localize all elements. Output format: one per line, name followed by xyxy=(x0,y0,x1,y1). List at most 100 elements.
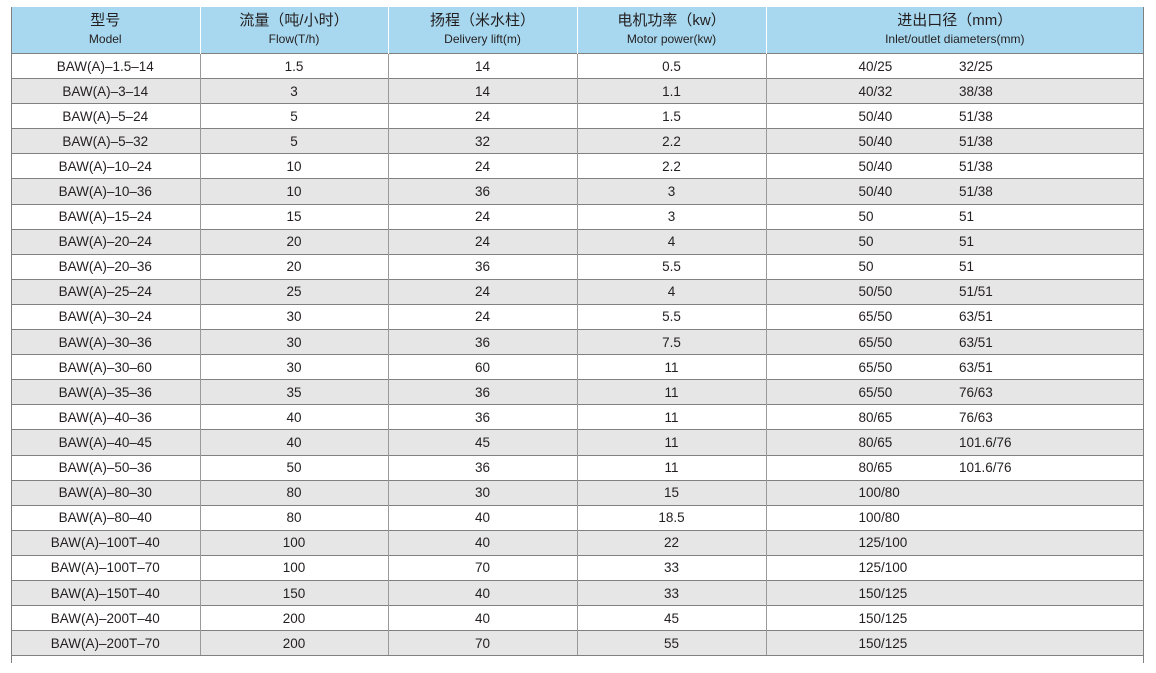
cell-power: 11 xyxy=(576,354,766,380)
cell-model: BAW(A)–40–36 xyxy=(11,404,200,430)
cell-flow: 200 xyxy=(199,630,388,657)
cell-inlet: 150/125 xyxy=(765,605,959,631)
cell-power: 3 xyxy=(576,203,766,230)
cell-flow: 80 xyxy=(199,479,388,506)
cell-power: 33 xyxy=(576,554,766,581)
table-row: BAW(A)–40–45 40 45 11 80/65 101.6/76 xyxy=(11,429,1144,455)
table-row: BAW(A)–1.5–14 1.5 14 0.5 40/25 32/25 xyxy=(11,52,1144,79)
table-row: BAW(A)–100T–40 100 40 22 125/100 xyxy=(11,529,1144,556)
table-row: BAW(A)–40–36 40 36 11 80/65 76/63 xyxy=(11,404,1144,430)
cell-model: BAW(A)–10–24 xyxy=(11,153,200,179)
cell-outlet: 51 xyxy=(959,203,1144,230)
cell-power: 18.5 xyxy=(576,504,766,531)
cell-flow: 40 xyxy=(199,429,388,455)
table-row: BAW(A)–150T–40 150 40 33 150/125 xyxy=(11,579,1144,606)
cell-power: 7.5 xyxy=(576,329,766,355)
cell-outlet: 51/38 xyxy=(959,178,1144,205)
cell-power: 15 xyxy=(576,479,766,506)
cell-lift: 24 xyxy=(387,103,577,129)
cell-lift: 36 xyxy=(387,329,577,355)
cell-lift: 36 xyxy=(387,454,577,481)
cell-outlet xyxy=(959,630,1144,657)
cell-flow: 3 xyxy=(199,78,388,104)
cell-lift: 36 xyxy=(387,379,577,405)
cell-outlet: 101.6/76 xyxy=(959,454,1144,481)
header-model: 型号 Model xyxy=(11,7,200,54)
cell-inlet: 125/100 xyxy=(765,529,959,556)
cell-flow: 80 xyxy=(199,504,388,531)
cell-power: 0.5 xyxy=(576,52,766,79)
table-row: BAW(A)–15–24 15 24 3 50 51 xyxy=(11,203,1144,230)
cell-model: BAW(A)–40–45 xyxy=(11,429,200,455)
cell-lift: 40 xyxy=(387,504,577,531)
cell-lift: 36 xyxy=(387,404,577,430)
cell-inlet: 40/32 xyxy=(765,78,959,104)
cell-inlet: 65/50 xyxy=(765,354,959,380)
cell-lift: 40 xyxy=(387,579,577,606)
cell-model: BAW(A)–35–36 xyxy=(11,379,200,405)
cell-power: 4 xyxy=(576,228,766,255)
cell-model: BAW(A)–25–24 xyxy=(11,278,200,305)
cell-outlet: 51 xyxy=(959,228,1144,255)
cell-power: 55 xyxy=(576,630,766,657)
cell-model: BAW(A)–50–36 xyxy=(11,454,200,481)
table-row: BAW(A)–30–36 30 36 7.5 65/50 63/51 xyxy=(11,329,1144,355)
cell-inlet: 50/40 xyxy=(765,103,959,129)
cell-lift: 70 xyxy=(387,630,577,657)
header-row: 型号 Model 流量（吨/小时） Flow(T/h) 扬程（米水柱） Deliver… xyxy=(11,7,1144,54)
cell-flow: 35 xyxy=(199,379,388,405)
table-row: BAW(A)–200T–70 200 70 55 150/125 xyxy=(11,630,1144,657)
table-row: BAW(A)–5–32 5 32 2.2 50/40 51/38 xyxy=(11,128,1144,154)
cell-inlet: 80/65 xyxy=(765,404,959,430)
cell-lift: 60 xyxy=(387,354,577,380)
cell-power: 33 xyxy=(576,579,766,606)
cell-outlet: 51/38 xyxy=(959,153,1144,179)
cell-power: 3 xyxy=(576,178,766,205)
table-row: BAW(A)–80–40 80 40 18.5 100/80 xyxy=(11,504,1144,531)
cell-model: BAW(A)–5–32 xyxy=(11,128,200,154)
cell-model: BAW(A)–30–24 xyxy=(11,303,200,330)
cell-lift: 24 xyxy=(387,228,577,255)
cell-power: 22 xyxy=(576,529,766,556)
cell-outlet: 63/51 xyxy=(959,303,1144,330)
cell-outlet: 51 xyxy=(959,253,1144,280)
cell-model: BAW(A)–1.5–14 xyxy=(11,52,200,79)
cell-flow: 100 xyxy=(199,554,388,581)
cell-outlet xyxy=(959,504,1144,531)
cell-inlet: 50/40 xyxy=(765,178,959,205)
cell-inlet: 80/65 xyxy=(765,429,959,455)
cell-flow: 200 xyxy=(199,605,388,631)
table-row: BAW(A)–5–24 5 24 1.5 50/40 51/38 xyxy=(11,103,1144,129)
cell-model: BAW(A)–3–14 xyxy=(11,78,200,104)
table-row: BAW(A)–3–14 3 14 1.1 40/32 38/38 xyxy=(11,78,1144,104)
cell-power: 11 xyxy=(576,379,766,405)
cell-power: 11 xyxy=(576,429,766,455)
cell-flow: 40 xyxy=(199,404,388,430)
cell-outlet: 32/25 xyxy=(959,52,1144,79)
cell-inlet: 150/125 xyxy=(765,579,959,606)
cell-model: BAW(A)–200T–40 xyxy=(11,605,200,631)
cell-flow: 50 xyxy=(199,454,388,481)
cell-lift: 45 xyxy=(387,429,577,455)
cell-lift: 14 xyxy=(387,78,577,104)
cell-lift: 70 xyxy=(387,554,577,581)
cell-outlet: 51/51 xyxy=(959,278,1144,305)
cell-power: 11 xyxy=(576,454,766,481)
cell-lift: 36 xyxy=(387,178,577,205)
cell-model: BAW(A)–20–24 xyxy=(11,228,200,255)
cell-flow: 150 xyxy=(199,579,388,606)
cell-lift: 32 xyxy=(387,128,577,154)
table-row: BAW(A)–20–36 20 36 5.5 50 51 xyxy=(11,253,1144,280)
cell-inlet: 65/50 xyxy=(765,379,959,405)
cell-lift: 40 xyxy=(387,605,577,631)
pump-spec-table: 型号 Model 流量（吨/小时） Flow(T/h) 扬程（米水柱） Deliver… xyxy=(11,7,1144,657)
cell-inlet: 50/40 xyxy=(765,128,959,154)
cell-model: BAW(A)–80–30 xyxy=(11,479,200,506)
cell-flow: 20 xyxy=(199,228,388,255)
cell-inlet: 80/65 xyxy=(765,454,959,481)
cell-flow: 5 xyxy=(199,103,388,129)
cell-flow: 30 xyxy=(199,354,388,380)
cell-power: 11 xyxy=(576,404,766,430)
table-body: BAW(A)–1.5–14 1.5 14 0.5 40/25 32/25 BAW(A)–3–… xyxy=(11,52,1144,657)
table-row: BAW(A)–30–60 30 60 11 65/50 63/51 xyxy=(11,354,1144,380)
